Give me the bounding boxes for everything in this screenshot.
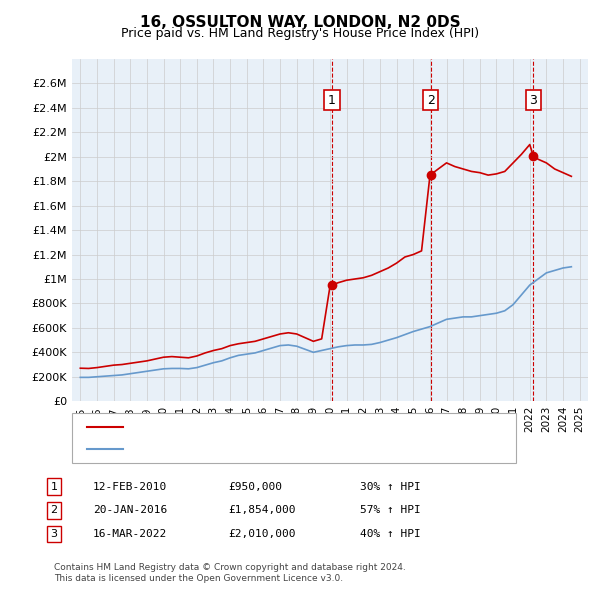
Text: 3: 3 (50, 529, 58, 539)
Text: Contains HM Land Registry data © Crown copyright and database right 2024.
This d: Contains HM Land Registry data © Crown c… (54, 563, 406, 583)
Text: 12-FEB-2010: 12-FEB-2010 (93, 482, 167, 491)
Text: 16, OSSULTON WAY, LONDON, N2 0DS: 16, OSSULTON WAY, LONDON, N2 0DS (140, 15, 460, 30)
Text: 16, OSSULTON WAY, LONDON, N2 0DS (detached house): 16, OSSULTON WAY, LONDON, N2 0DS (detach… (129, 422, 422, 432)
Text: 1: 1 (328, 94, 336, 107)
Text: 2: 2 (427, 94, 434, 107)
Text: £1,854,000: £1,854,000 (228, 506, 296, 515)
Text: £2,010,000: £2,010,000 (228, 529, 296, 539)
Text: Price paid vs. HM Land Registry's House Price Index (HPI): Price paid vs. HM Land Registry's House … (121, 27, 479, 40)
Text: 40% ↑ HPI: 40% ↑ HPI (360, 529, 421, 539)
Text: 3: 3 (529, 94, 537, 107)
Text: 16-MAR-2022: 16-MAR-2022 (93, 529, 167, 539)
Text: 20-JAN-2016: 20-JAN-2016 (93, 506, 167, 515)
Text: HPI: Average price, detached house, Barnet: HPI: Average price, detached house, Barn… (129, 444, 357, 454)
Text: 30% ↑ HPI: 30% ↑ HPI (360, 482, 421, 491)
Text: 2: 2 (50, 506, 58, 515)
Text: 57% ↑ HPI: 57% ↑ HPI (360, 506, 421, 515)
Text: 1: 1 (50, 482, 58, 491)
Text: £950,000: £950,000 (228, 482, 282, 491)
